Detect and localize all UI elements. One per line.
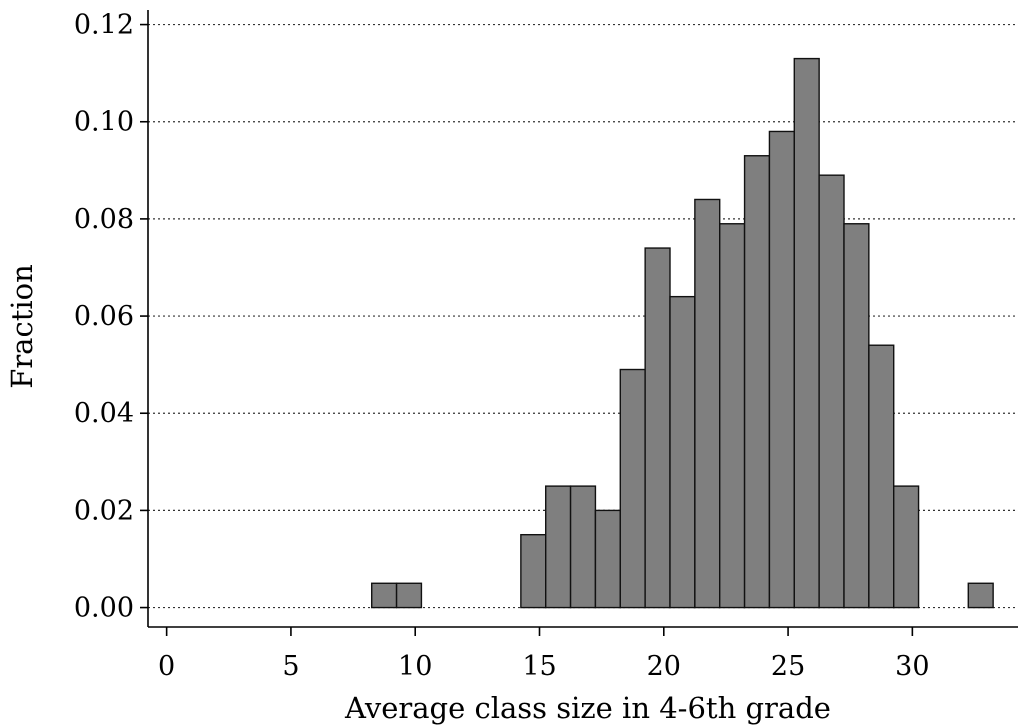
histogram-bar: [743, 155, 771, 609]
histogram-bar: [545, 485, 572, 609]
x-tick-label: 0: [158, 651, 175, 682]
y-axis-ticks: 0.00 0.02 0.04 0.06 0.08 0.10 0.12: [74, 10, 148, 624]
gridlines: [148, 23, 1018, 609]
histogram-bar: [818, 174, 845, 609]
histogram-bar: [843, 223, 870, 609]
histogram-bar: [644, 247, 671, 609]
y-tick-label: 0.02: [74, 495, 134, 526]
histogram-bar: [793, 57, 820, 609]
axes: [147, 10, 1018, 628]
y-tick-label: 0.00: [74, 593, 134, 624]
histogram-bar: [893, 485, 920, 609]
histogram-bar: [868, 344, 895, 609]
x-tick-label: 20: [647, 651, 681, 682]
histogram-bar: [395, 582, 423, 609]
y-tick-label: 0.12: [74, 10, 134, 41]
histogram-bar: [569, 485, 597, 609]
histogram-bar: [520, 533, 547, 609]
bars: [371, 57, 994, 609]
x-tick-label: 15: [522, 651, 556, 682]
y-tick-label: 0.06: [74, 301, 134, 332]
histogram-bar: [719, 223, 746, 609]
histogram-bar: [619, 368, 646, 609]
y-tick-label: 0.08: [74, 204, 134, 235]
histogram-bar: [694, 198, 721, 609]
histogram-bar: [371, 582, 398, 609]
x-axis-title: Average class size in 4-6th grade: [344, 691, 831, 725]
y-axis-title: Fraction: [5, 264, 39, 389]
y-tick-label: 0.10: [74, 107, 134, 138]
histogram-bar: [594, 509, 621, 609]
histogram-bar: [768, 130, 795, 609]
histogram-bar: [669, 295, 696, 609]
x-tick-label: 5: [282, 651, 299, 682]
histogram-bar: [967, 582, 994, 609]
x-tick-label: 30: [895, 651, 929, 682]
x-tick-label: 10: [398, 651, 432, 682]
y-tick-label: 0.04: [74, 398, 134, 429]
x-axis-ticks: 0 5 10 15 20 25 30: [158, 627, 930, 682]
x-tick-label: 25: [771, 651, 805, 682]
